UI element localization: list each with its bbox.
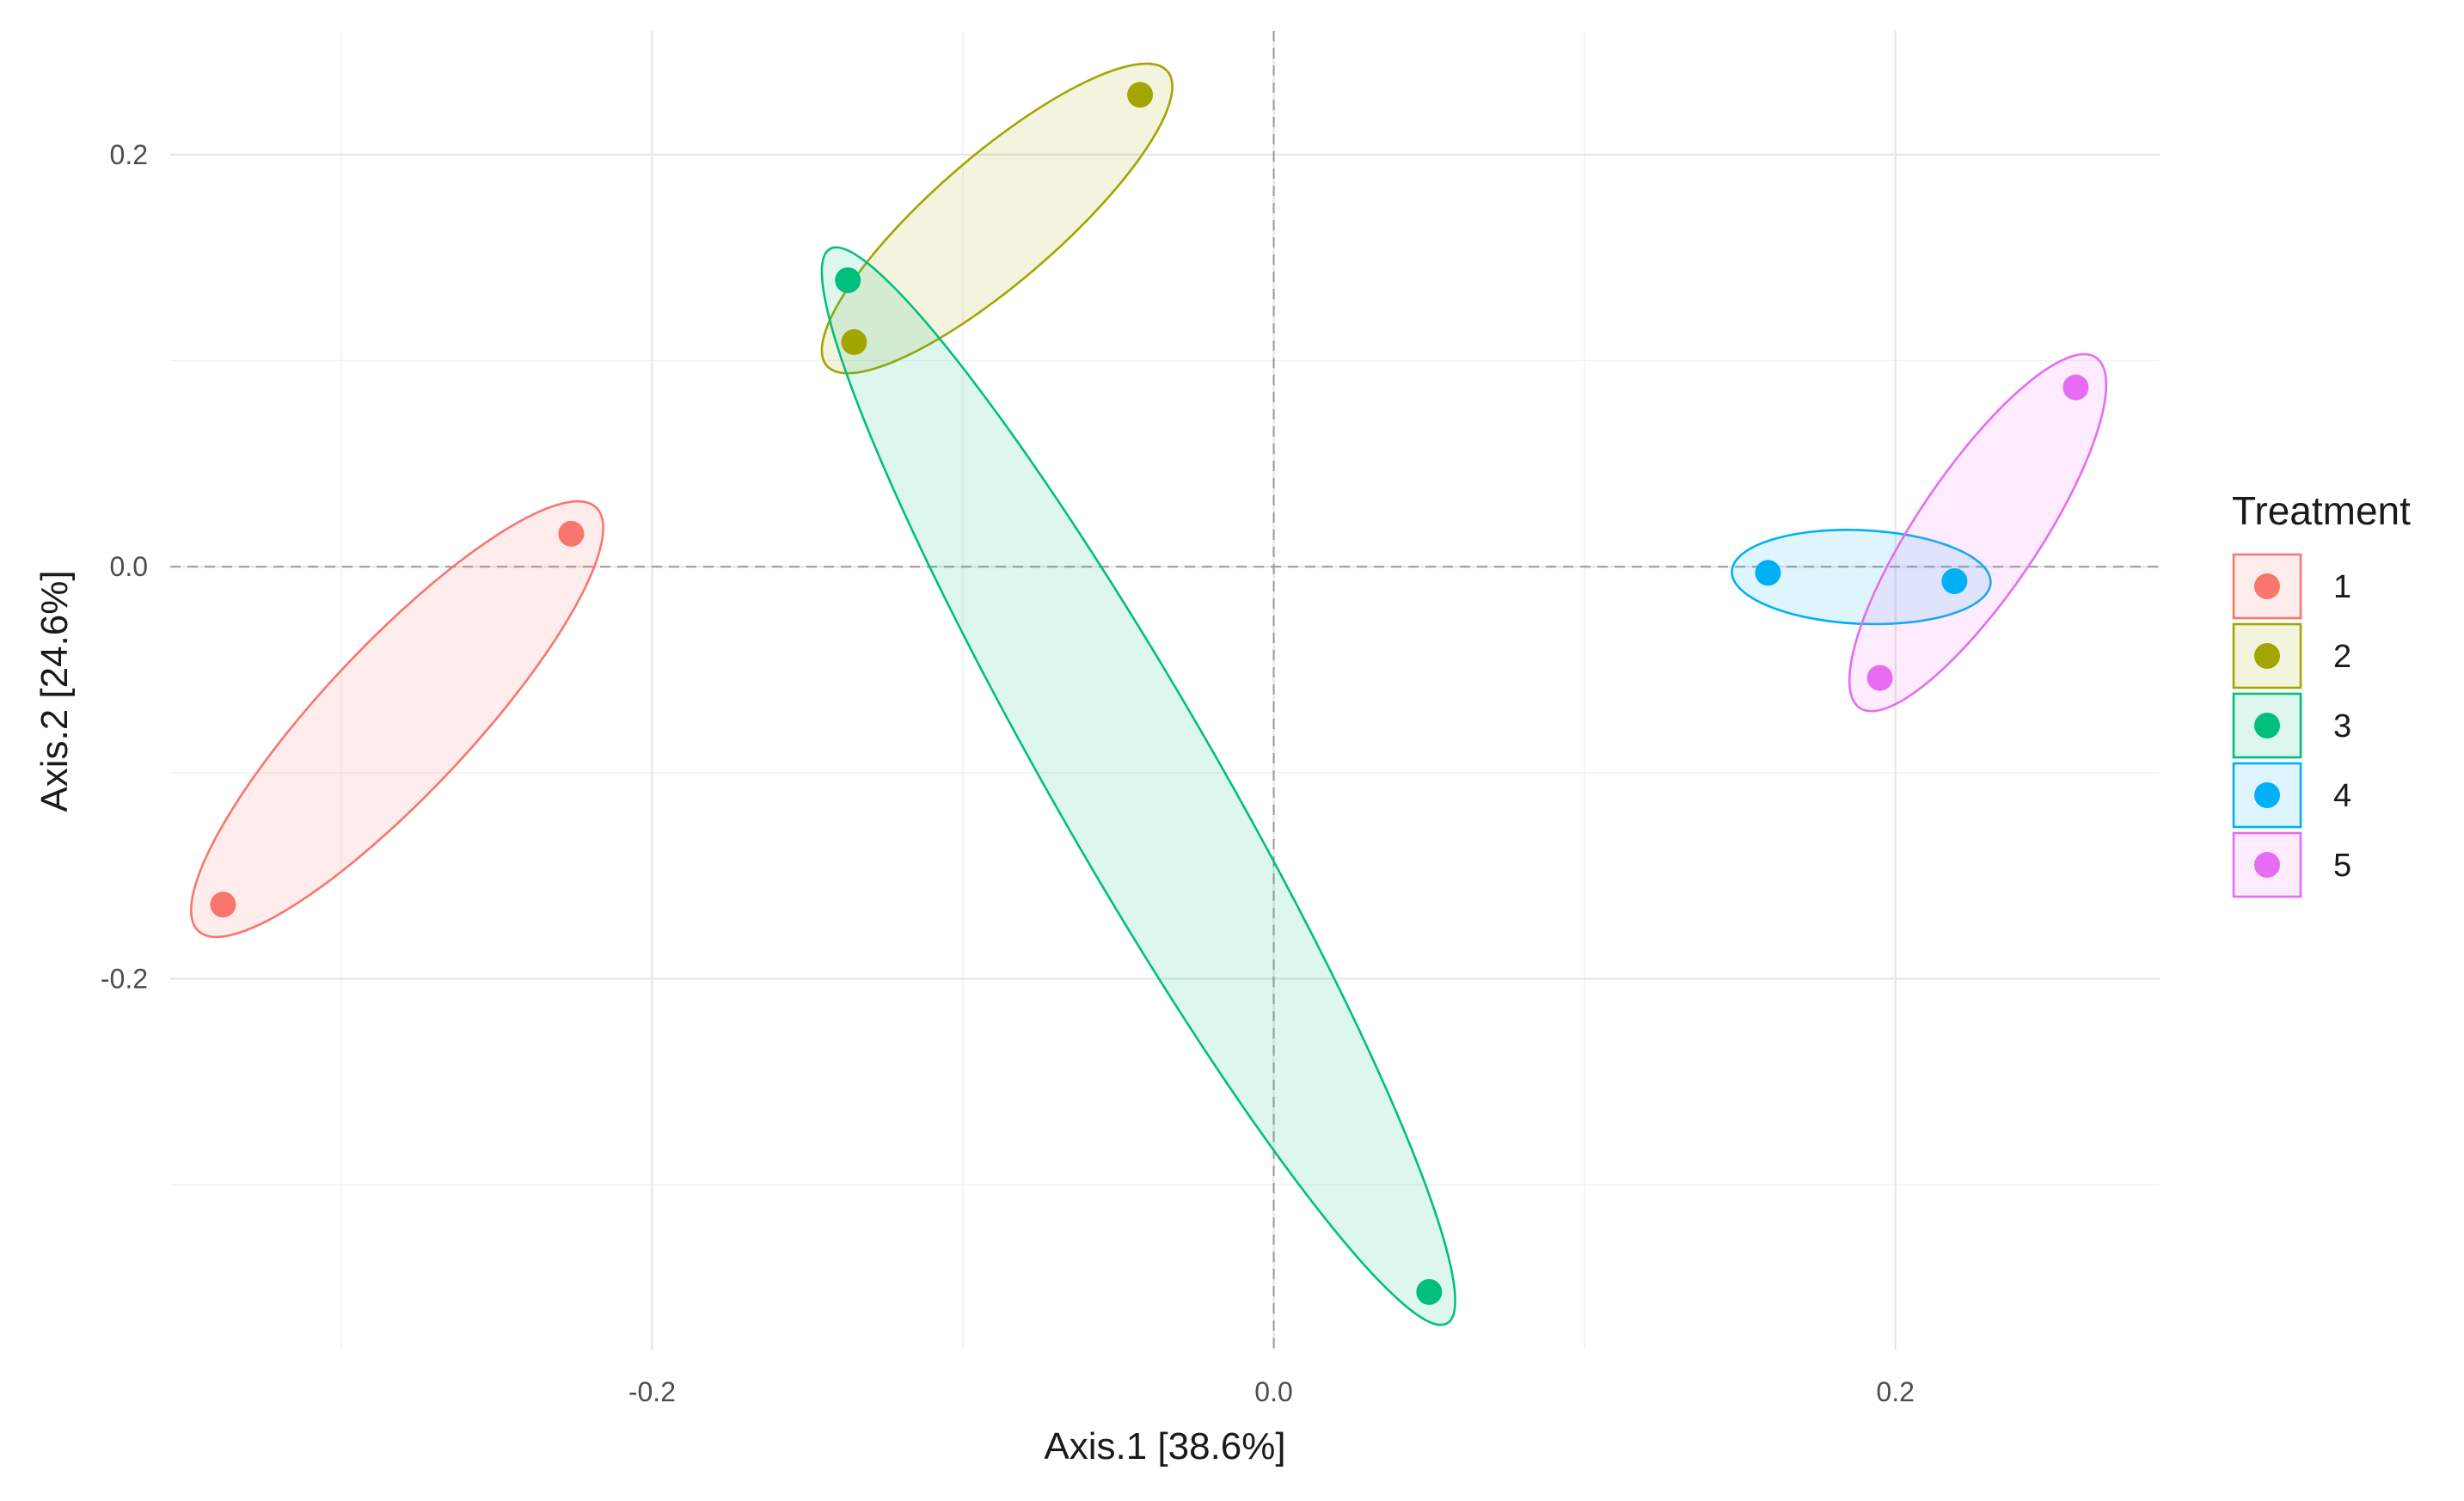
legend-title: Treatment [2232, 488, 2411, 533]
point-treatment-1-2 [558, 520, 585, 547]
x-tick-label: 0.2 [1876, 1376, 1914, 1407]
group-ellipses [190, 62, 2108, 1326]
x-tick-label: 0.0 [1254, 1376, 1292, 1407]
point-treatment-1-1 [210, 891, 236, 918]
y-tick-label: 0.2 [110, 139, 148, 170]
point-treatment-2-1 [1127, 82, 1154, 108]
point-treatment-5-2 [1866, 665, 1893, 691]
legend-key-point [2254, 573, 2280, 599]
legend: Treatment 1 2 3 4 5 [2232, 488, 2411, 898]
legend-label: 5 [2333, 848, 2351, 884]
legend-key-point [2254, 782, 2280, 808]
legend-key-point [2254, 852, 2280, 878]
x-tick-labels: -0.2 0.0 0.2 [628, 1376, 1915, 1407]
ellipse-treatment-4 [1731, 529, 1992, 626]
x-tick-label: -0.2 [628, 1376, 676, 1407]
legend-item-3: 3 [2232, 692, 2351, 759]
ellipse-treatment-5 [1848, 352, 2108, 713]
legend-item-4: 4 [2232, 762, 2351, 829]
point-treatment-4-1 [1755, 560, 1781, 586]
legend-items: 1 2 3 4 5 [2232, 553, 2351, 898]
ellipse-treatment-2 [820, 62, 1174, 375]
y-tick-labels: -0.2 0.0 0.2 [101, 139, 148, 995]
legend-label: 1 [2333, 569, 2351, 605]
legend-label: 4 [2333, 778, 2351, 814]
legend-key-point [2254, 713, 2280, 738]
y-tick-label: 0.0 [110, 551, 148, 582]
minor-gridlines [170, 31, 2160, 1350]
ellipse-treatment-1 [190, 499, 604, 939]
point-treatment-4-2 [1941, 567, 1968, 594]
legend-item-2: 2 [2232, 622, 2351, 689]
point-treatment-2-2 [841, 328, 867, 355]
x-axis-title: Axis.1 [38.6%] [1044, 1425, 1285, 1467]
reference-lines [170, 31, 2160, 1350]
data-points [210, 82, 2089, 1305]
legend-label: 3 [2333, 708, 2351, 744]
legend-label: 2 [2333, 639, 2351, 675]
legend-key-point [2254, 643, 2280, 669]
legend-item-1: 1 [2232, 553, 2351, 620]
point-treatment-3-1 [835, 267, 861, 294]
y-tick-label: -0.2 [101, 964, 148, 995]
legend-item-5: 5 [2232, 831, 2351, 898]
ellipse-treatment-3 [820, 246, 1456, 1326]
y-axis-title: Axis.2 [24.6%] [34, 570, 76, 812]
point-treatment-3-2 [1416, 1278, 1443, 1305]
point-treatment-5-1 [2063, 374, 2089, 401]
